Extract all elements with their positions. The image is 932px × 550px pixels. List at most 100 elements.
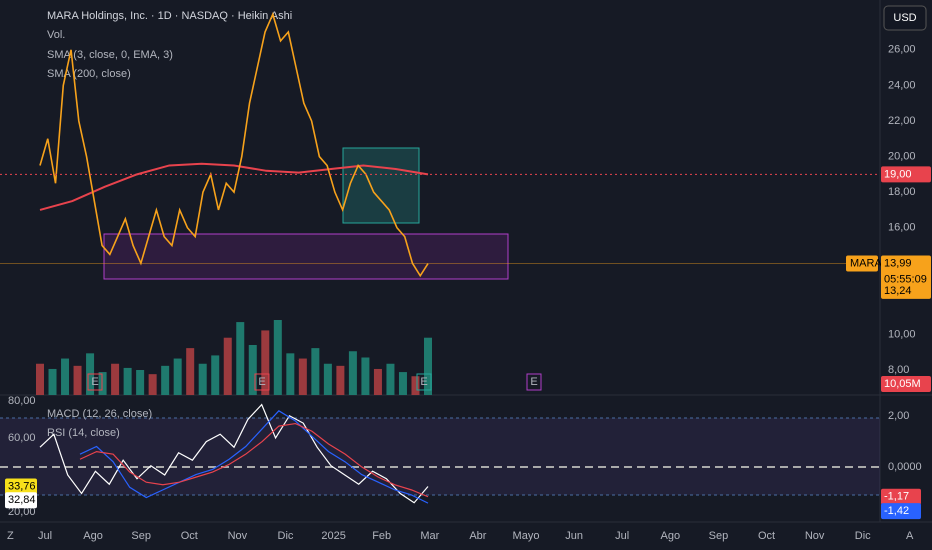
time-label: Mar	[420, 530, 439, 542]
price-tick-label: 20,00	[888, 150, 916, 162]
price-tag-label: 32,84	[8, 494, 36, 506]
volume-bar	[273, 320, 282, 395]
macd-line	[79, 410, 429, 504]
time-label: Jul	[38, 530, 52, 542]
volume-bar	[348, 351, 357, 395]
earnings-marker[interactable]	[416, 373, 432, 391]
volume-bar	[36, 363, 44, 395]
rsi-band	[0, 418, 880, 495]
volume-bar	[148, 374, 157, 395]
volume-bar	[136, 370, 145, 395]
symbol-label: MARA	[850, 257, 882, 269]
volume-bar	[98, 372, 107, 395]
earnings-marker[interactable]	[254, 373, 270, 391]
price-tick-label: 16,00	[888, 222, 916, 234]
price-line	[39, 11, 429, 278]
volume-bar	[173, 358, 182, 395]
volume-bar	[361, 357, 370, 395]
time-label: Abr	[469, 530, 486, 542]
macd-tick-label: 0,0000	[888, 461, 922, 473]
earnings-label[interactable]: E	[258, 376, 265, 388]
indicator: SMA (200, close)	[47, 68, 131, 80]
sma200-line	[39, 162, 429, 211]
symbol-tag	[846, 255, 878, 272]
volume-bar	[211, 355, 220, 395]
rsi-line	[39, 403, 429, 504]
currency[interactable]: USD	[893, 12, 916, 24]
time-label: Ago	[83, 530, 103, 542]
price-tag-label: -1,17	[884, 491, 909, 503]
price-tick-label: 22,00	[888, 115, 916, 127]
time-label: Feb	[372, 530, 391, 542]
volume-bar	[336, 365, 345, 395]
volume-bar	[373, 368, 382, 395]
price-tag	[881, 488, 921, 505]
time-label: Sep	[709, 530, 729, 542]
time-label: Jun	[565, 530, 583, 542]
volume-bar	[61, 358, 70, 395]
price-tick-label: 24,00	[888, 79, 916, 91]
price-tag	[881, 376, 931, 392]
price-tick-label: 8,00	[888, 364, 909, 376]
rsi-tick-label: 80,00	[8, 395, 36, 407]
earnings-label[interactable]: E	[91, 376, 98, 388]
volume-bar	[111, 363, 120, 395]
zoom-button[interactable]: Z	[7, 530, 14, 542]
time-label: Dic	[278, 530, 294, 542]
volume-bar	[223, 337, 232, 395]
price-tick-label: 10,00	[888, 328, 916, 340]
volume-bar	[73, 365, 82, 395]
earnings-marker[interactable]	[526, 373, 542, 391]
price-tag	[881, 166, 931, 183]
time-label: Nov	[228, 530, 248, 542]
signal-line	[79, 422, 429, 498]
time-label: Ago	[661, 530, 681, 542]
volume-bar	[261, 330, 270, 395]
volume-bar	[311, 348, 320, 395]
volume-bar	[323, 363, 332, 395]
price-tag-label: 19,00	[884, 168, 912, 180]
indicator: Vol.	[47, 29, 65, 41]
time-label: Oct	[181, 530, 198, 542]
time-label: Sep	[131, 530, 151, 542]
volume-bar	[248, 345, 257, 395]
price-tag	[5, 478, 37, 495]
time-label: Dic	[855, 530, 871, 542]
price-tag	[881, 282, 931, 299]
volume-bar	[398, 372, 407, 395]
rsi-tick-label: 60,00	[8, 432, 36, 444]
price-tag-label: -1,42	[884, 505, 909, 517]
volume-bar	[236, 322, 245, 395]
price-tag-label: 10,05M	[884, 378, 921, 390]
volume-bar	[123, 367, 132, 395]
earnings-marker[interactable]	[87, 373, 103, 391]
last-tag	[881, 255, 931, 289]
currency-button[interactable]	[883, 5, 927, 31]
earnings-label[interactable]: E	[530, 376, 537, 388]
volume-bar	[386, 363, 395, 395]
time-label: Mayo	[513, 530, 540, 542]
time-label: Oct	[758, 530, 775, 542]
price-tag	[881, 503, 921, 520]
last-label: 13,99	[884, 257, 912, 269]
title: MARA Holdings, Inc. · 1D · NASDAQ · Heik…	[47, 10, 292, 22]
earnings-label[interactable]: E	[420, 376, 427, 388]
volume-bar	[286, 353, 295, 395]
volume-bar	[48, 368, 57, 395]
price-tick-label: 18,00	[888, 186, 916, 198]
countdown: 05:55:09	[884, 273, 927, 285]
price-tag-label: 13,24	[884, 285, 912, 297]
volume-bar	[411, 376, 420, 395]
volume-bar	[198, 363, 207, 395]
auto-button[interactable]: A	[906, 530, 914, 542]
price-tag-label: 33,76	[8, 480, 36, 492]
indicator: RSI (14, close)	[47, 427, 120, 439]
volume-bar	[186, 348, 195, 395]
volume-bar	[298, 358, 307, 395]
zone-box	[103, 233, 509, 280]
time-label: Nov	[805, 530, 825, 542]
price-tick-label: 26,00	[888, 44, 916, 56]
